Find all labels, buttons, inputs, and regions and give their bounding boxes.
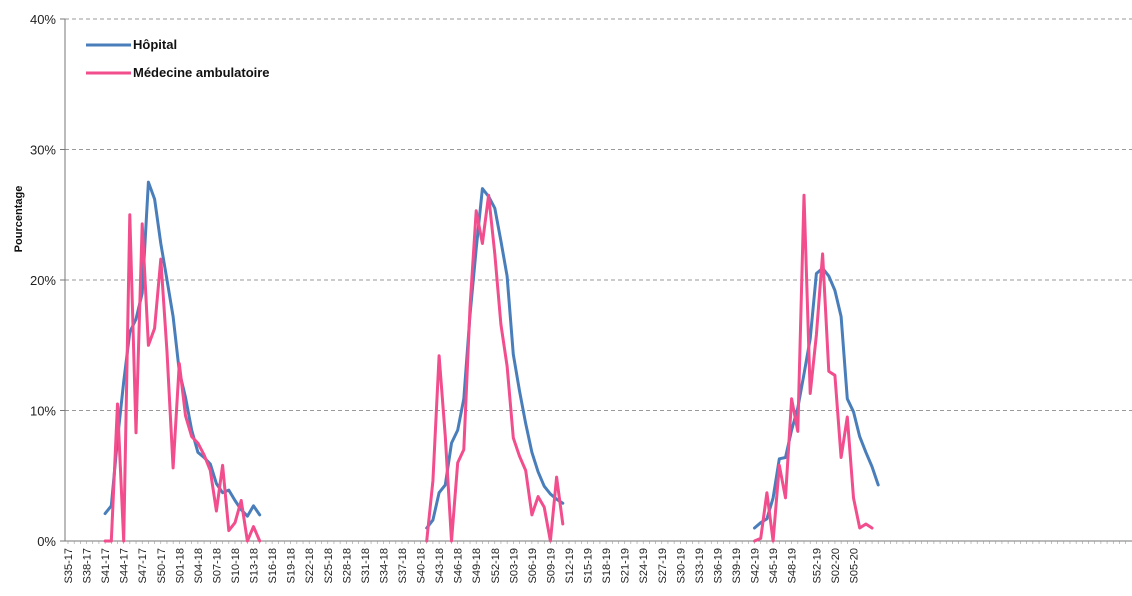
x-tick-label: S06-19: [527, 548, 539, 583]
x-tick-label: S41-17: [100, 548, 112, 583]
x-tick-label: S25-18: [323, 548, 335, 583]
x-tick-label: S19-18: [286, 548, 298, 583]
x-axis: S35-17 S38-17 S41-17 S44-17 S47-17 S50-17 S01-…: [63, 19, 1132, 583]
x-tick-label: S37-18: [397, 548, 409, 583]
legend: Hôpital Médecine ambulatoire: [86, 37, 270, 80]
x-tick-label: S45-19: [768, 548, 780, 583]
x-tick-label: S31-18: [360, 548, 372, 583]
y-tick-label: 30%: [30, 143, 56, 158]
x-tick-label: S16-18: [267, 548, 279, 583]
x-tick-label: S40-18: [416, 548, 428, 583]
series-line-medecine-ambulatoire-season-1: [103, 213, 262, 543]
x-tick-label: S02-20: [830, 548, 842, 583]
y-axis-ticks: 0% 10% 20% 30% 40%: [30, 12, 65, 549]
x-tick-label: S46-18: [453, 548, 465, 583]
x-tick-label: S35-17: [63, 548, 75, 583]
x-tick-label: S50-17: [156, 548, 168, 583]
series-line-hopital-season-3: [753, 266, 880, 530]
x-tick-label: S34-18: [378, 548, 390, 583]
legend-label-medecine-ambulatoire: Médecine ambulatoire: [133, 65, 270, 80]
x-tick-label: S38-17: [82, 548, 94, 583]
x-tick-label: S44-17: [119, 548, 131, 583]
x-tick-label: S27-19: [657, 548, 669, 583]
x-tick-label: S36-19: [712, 548, 724, 583]
x-tick-label: S24-19: [638, 548, 650, 583]
x-tick-label: S09-19: [545, 548, 557, 583]
x-tick-label: S39-19: [731, 548, 743, 583]
x-tick-label: S07-18: [211, 548, 223, 583]
x-tick-label: S52-18: [490, 548, 502, 583]
x-tick-label: S30-19: [675, 548, 687, 583]
grid-lines: [65, 18, 1132, 411]
x-tick-label: S01-18: [174, 548, 186, 583]
x-tick-label: S21-19: [620, 548, 632, 583]
x-tick-label: S28-18: [341, 548, 353, 583]
series-lines: [103, 180, 880, 543]
legend-label-hopital: Hôpital: [133, 37, 177, 52]
x-tick-label: S05-20: [848, 548, 860, 583]
y-tick-label: 10%: [30, 404, 56, 419]
x-tick-label: S33-19: [694, 548, 706, 583]
x-tick-label: S48-19: [787, 548, 799, 583]
y-tick-label: 40%: [30, 12, 56, 27]
x-tick-label: S10-18: [230, 548, 242, 583]
x-tick-label: S12-19: [564, 548, 576, 583]
x-tick-label: S49-18: [471, 548, 483, 583]
x-tick-label: S52-19: [811, 548, 823, 583]
x-tick-label: S03-19: [508, 548, 520, 583]
x-tick-label: S42-19: [750, 548, 762, 583]
x-tick-label: S22-18: [304, 548, 316, 583]
y-tick-label: 20%: [30, 273, 56, 288]
x-tick-label: S15-19: [583, 548, 595, 583]
series-line-medecine-ambulatoire-season-2: [425, 193, 565, 543]
series-line-hopital-season-2: [425, 187, 565, 530]
x-tick-label: S47-17: [137, 548, 149, 583]
y-axis-label: Pourcentage: [13, 186, 25, 253]
x-tick-label: S43-18: [434, 548, 446, 583]
series-line-medecine-ambulatoire-season-3: [753, 193, 874, 543]
x-tick-label: S18-19: [601, 548, 613, 583]
x-tick-label: S13-18: [249, 548, 261, 583]
x-tick-label: S04-18: [193, 548, 205, 583]
y-tick-label: 0%: [37, 534, 56, 549]
